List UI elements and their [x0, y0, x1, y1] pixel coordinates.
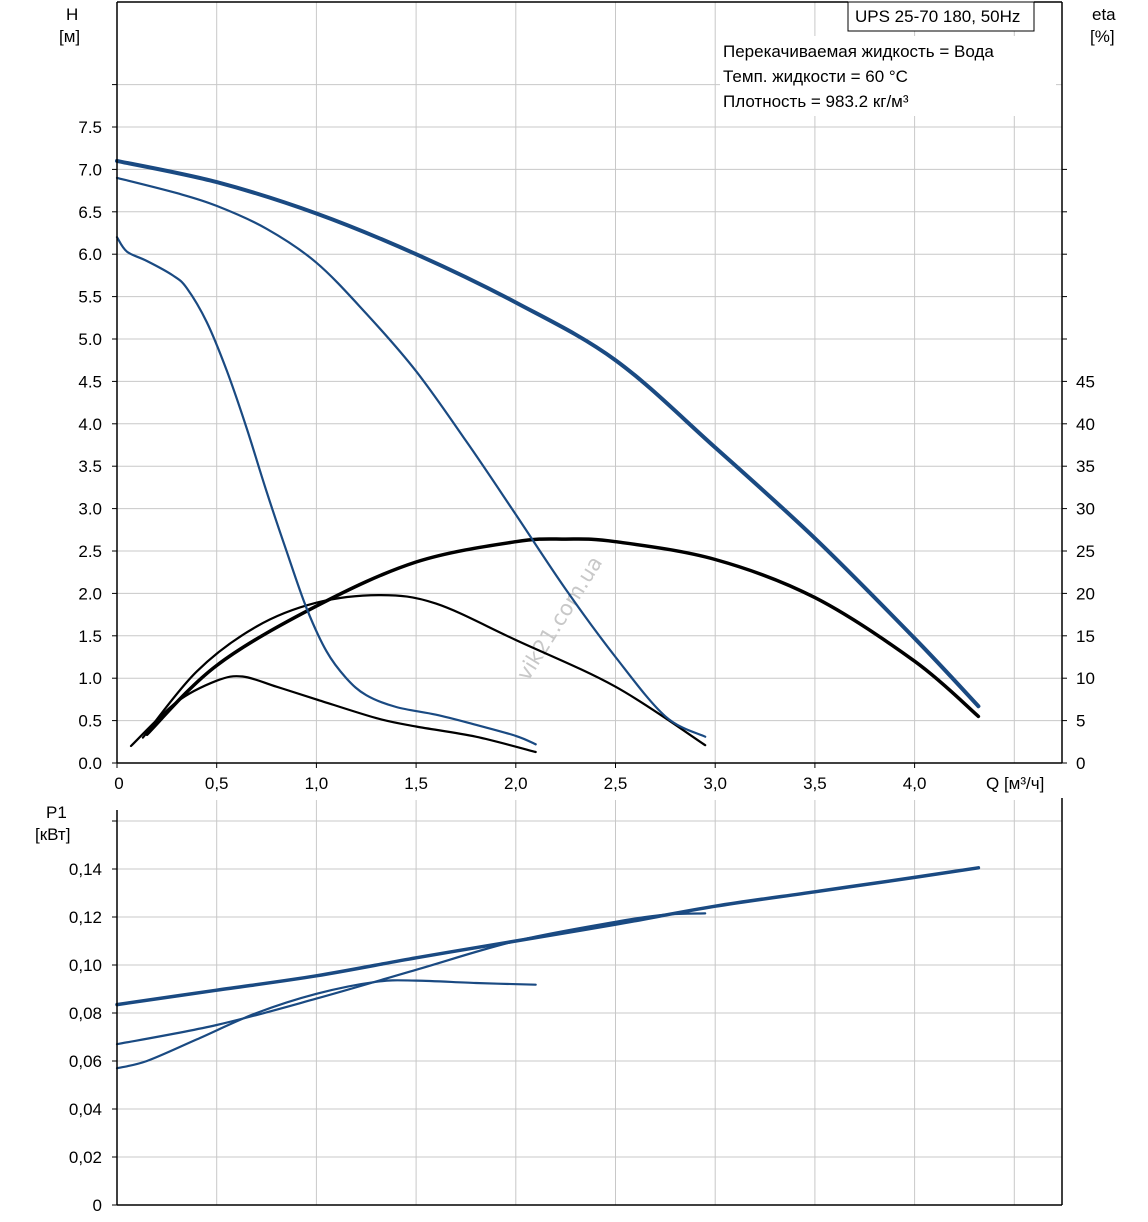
h-tick-label: 5.5: [78, 288, 102, 307]
p1-tick-label: 0,14: [69, 860, 102, 879]
y-axis-unit-m: [м]: [59, 27, 80, 46]
q-tick-label: 0: [114, 774, 123, 793]
p1-axis-unit: [кВт]: [35, 825, 70, 844]
y-axis-label-h: H: [66, 5, 78, 24]
efficiency-curve: [129, 675, 537, 754]
eta-tick-label: 10: [1076, 669, 1095, 688]
head-curve: [115, 236, 537, 746]
plot-frames: [116, 1, 1063, 1206]
h-tick-label: 0.5: [78, 712, 102, 731]
h-tick-label: 7.0: [78, 160, 102, 179]
eta-tick-label: 45: [1076, 372, 1095, 391]
q-tick-label: 3,5: [803, 774, 827, 793]
eta-tick-label: 5: [1076, 712, 1085, 731]
q-tick-label: 2,5: [604, 774, 628, 793]
power-curve: [115, 866, 981, 1007]
eta-tick-label: 40: [1076, 415, 1095, 434]
tick-labels: 0.0 0.5 1.0 1.5 2.0 2.5 3.0 3.5 4.0 4.5 5.0 5.5 6.0 6…: [69, 84, 1095, 1215]
y2-axis-unit-percent: [%]: [1090, 27, 1115, 46]
h-tick-label: 5.0: [78, 330, 102, 349]
q-tick-label: 2,0: [504, 774, 528, 793]
h-tick-label: 3.0: [78, 500, 102, 519]
eta-tick-label: 30: [1076, 500, 1095, 519]
h-tick-label: 3.5: [78, 457, 102, 476]
info-line-fluid: Перекачиваемая жидкость = Вода: [723, 42, 994, 61]
bottom-curves: [115, 866, 981, 1070]
h-tick-label: 6.5: [78, 203, 102, 222]
head-curve: [115, 158, 981, 709]
efficiency-curve: [141, 593, 707, 747]
p1-tick-label: 0,08: [69, 1004, 102, 1023]
info-background: [720, 36, 1056, 116]
eta-tick-label: 20: [1076, 584, 1095, 603]
h-tick-label: 2.0: [78, 584, 102, 603]
power-curve: [115, 912, 707, 1046]
info-line-density: Плотность = 983.2 кг/м³: [723, 92, 909, 111]
efficiency-curve: [145, 537, 981, 736]
h-tick-label: 4.0: [78, 415, 102, 434]
eta-tick-label: 0: [1076, 754, 1085, 773]
title-box: [847, 1, 1035, 32]
h-tick-label: 1.5: [78, 627, 102, 646]
p1-tick-label: 0,12: [69, 908, 102, 927]
watermark: vik21.com.ua: [512, 552, 607, 685]
p1-tick-label: 0,06: [69, 1052, 102, 1071]
p1-tick-label: 0,02: [69, 1148, 102, 1167]
title-text: UPS 25-70 180, 50Hz: [855, 7, 1020, 26]
head-curve: [115, 176, 707, 738]
bottom-grid: [117, 800, 1062, 1205]
q-tick-label: 1,0: [305, 774, 329, 793]
top-grid: [117, 2, 1062, 763]
h-tick-label: 0.0: [78, 754, 102, 773]
p1-tick-label: 0,10: [69, 956, 102, 975]
p1-tick-label: 0: [93, 1196, 102, 1215]
x-axis-label: Q [м³/ч]: [986, 774, 1044, 793]
p1-axis-label: P1: [46, 803, 67, 822]
p1-tick-label: 0,04: [69, 1100, 102, 1119]
info-line-temp: Темп. жидкости = 60 °C: [723, 67, 908, 86]
y2-axis-label-eta: eta: [1092, 5, 1116, 24]
h-tick-label: 6.0: [78, 245, 102, 264]
top-curves: [115, 158, 981, 754]
q-tick-label: 0,5: [205, 774, 229, 793]
eta-tick-label: 25: [1076, 542, 1095, 561]
q-tick-label: 3,0: [703, 774, 727, 793]
h-tick-label: 7.5: [78, 118, 102, 137]
eta-tick-label: 15: [1076, 627, 1095, 646]
eta-tick-label: 35: [1076, 457, 1095, 476]
h-tick-label: 4.5: [78, 372, 102, 391]
q-tick-label: 1,5: [404, 774, 428, 793]
q-tick-label: 4,0: [903, 774, 927, 793]
power-curve: [115, 979, 537, 1070]
h-tick-label: 1.0: [78, 669, 102, 688]
h-tick-label: 2.5: [78, 542, 102, 561]
